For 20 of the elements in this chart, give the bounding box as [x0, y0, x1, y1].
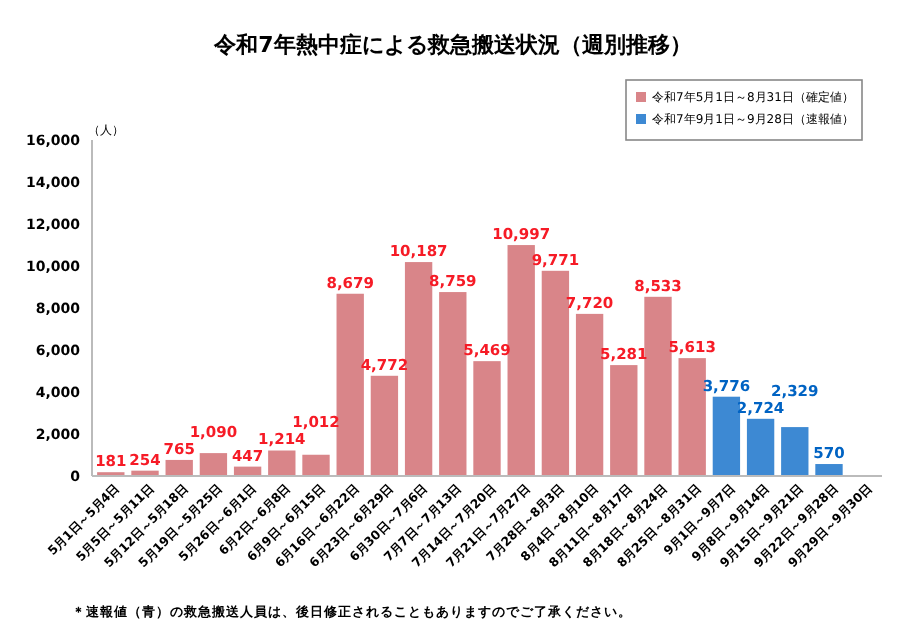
bar [302, 454, 330, 476]
bar [165, 459, 193, 476]
bar [473, 361, 501, 476]
bar [815, 464, 843, 476]
chart-title: 令和7年熱中症による救急搬送状況（週別推移） [212, 32, 692, 58]
bar [644, 296, 672, 476]
bar [199, 453, 228, 476]
bar [336, 293, 364, 476]
bar [439, 292, 467, 476]
bar [507, 245, 535, 476]
bar [610, 365, 638, 476]
bar [678, 358, 706, 476]
bar [575, 313, 604, 476]
bar [746, 418, 775, 476]
bar [404, 262, 433, 476]
bar [370, 375, 399, 476]
bar [268, 450, 296, 476]
bar [712, 396, 741, 476]
bar [781, 427, 809, 476]
bar [541, 270, 570, 476]
